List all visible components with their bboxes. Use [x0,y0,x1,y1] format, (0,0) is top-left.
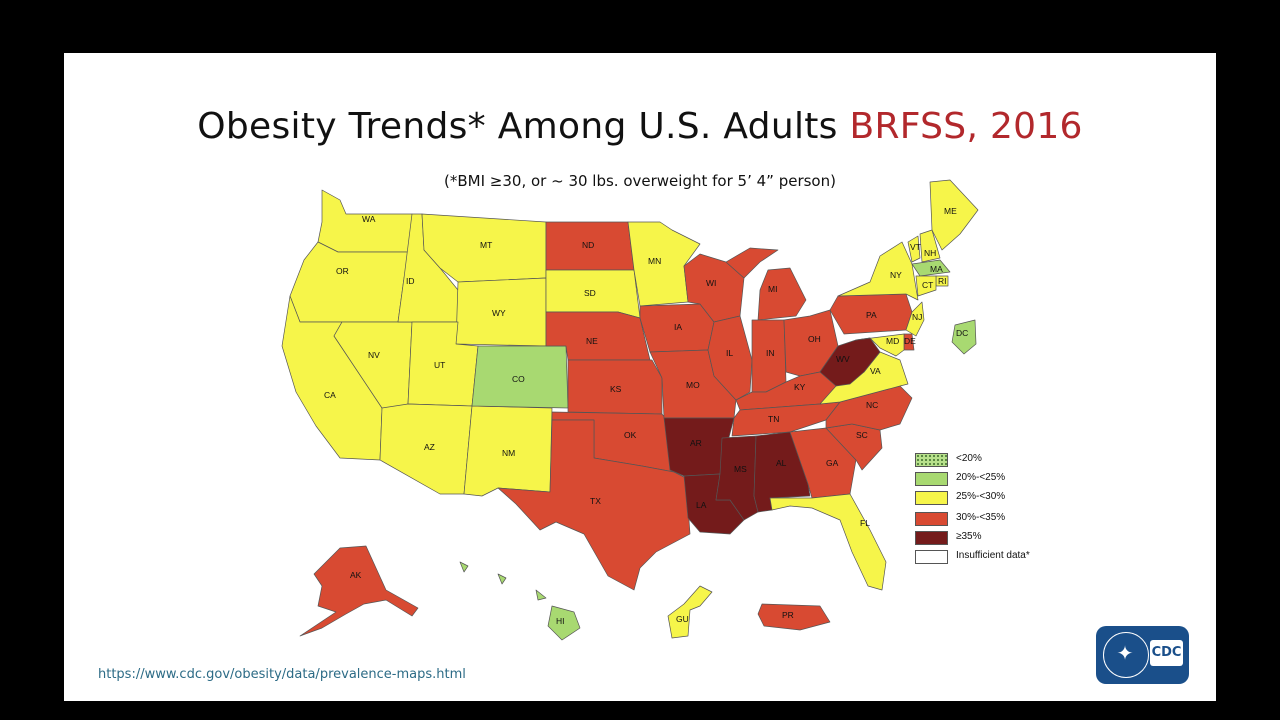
state-ME [929,179,979,251]
page-title: Obesity Trends* Among U.S. Adults BRFSS,… [0,106,1280,147]
label-NJ: NJ [912,312,922,322]
label-WI: WI [706,278,716,288]
label-VA: VA [870,366,881,376]
legend-swatch-lt20 [915,453,948,467]
label-ND: ND [582,240,594,250]
state-OR [289,241,413,323]
label-KS: KS [610,384,622,394]
state-AK [299,545,419,637]
legend-label: 25%-<30% [956,491,1006,502]
state-MI [725,247,807,321]
label-NM: NM [502,448,515,458]
cdc-logo: ✦ CDC [1096,626,1189,684]
label-KY: KY [794,382,806,392]
eagle-icon: ✦ [1116,643,1134,665]
label-WA: WA [362,214,376,224]
legend-label: <20% [956,453,982,464]
state-GU [667,585,713,639]
label-AR: AR [690,438,702,448]
label-GU: GU [676,614,689,624]
label-SC: SC [856,430,868,440]
hhs-seal [1103,632,1149,678]
label-MD: MD [886,336,899,346]
state-NH [919,229,941,263]
label-VT: VT [910,242,921,252]
label-MO: MO [686,380,700,390]
legend-swatch-insufficient [915,550,948,564]
label-TX: TX [590,496,601,506]
legend-label: 30%-<35% [956,512,1006,523]
legend-swatch-25-30 [915,491,948,505]
label-OR: OR [336,266,349,276]
state-PR [757,603,831,631]
label-FL: FL [860,518,870,528]
label-IA: IA [674,322,682,332]
label-NE: NE [586,336,598,346]
label-HI: HI [556,616,565,626]
state-NJ [905,301,925,337]
label-NC: NC [866,400,878,410]
label-MT: MT [480,240,492,250]
label-CA: CA [324,390,336,400]
label-UT: UT [434,360,445,370]
state-MD [855,333,905,357]
legend-swatch-30-35 [915,512,948,526]
legend-swatch-20-25 [915,472,948,486]
cdc-wordmark: CDC [1150,640,1183,666]
title-main: Obesity Trends* Among U.S. Adults [197,106,838,147]
label-DC: DC [956,328,968,338]
label-NH: NH [924,248,936,258]
label-MN: MN [648,256,661,266]
label-GA: GA [826,458,839,468]
label-DE: DE [904,336,916,346]
state-VT [907,235,921,263]
legend-label: ≥35% [956,531,982,542]
label-WY: WY [492,308,506,318]
label-MS: MS [734,464,747,474]
legend-label: Insufficient data* [956,550,1030,561]
label-OH: OH [808,334,821,344]
legend-swatch-ge35 [915,531,948,545]
label-TN: TN [768,414,779,424]
legend-label: 20%-<25% [956,472,1006,483]
state-NY [837,241,919,301]
label-LA: LA [696,500,707,510]
label-AK: AK [350,570,362,580]
label-AZ: AZ [424,442,435,452]
state-MA [911,259,951,277]
state-FL [769,493,887,591]
label-ID: ID [406,276,415,286]
title-accent: BRFSS, 2016 [849,106,1083,147]
label-IL: IL [726,348,733,358]
label-IN: IN [766,348,775,358]
source-url[interactable]: https://www.cdc.gov/obesity/data/prevale… [98,667,466,682]
label-CO: CO [512,374,525,384]
label-SD: SD [584,288,596,298]
label-RI: RI [938,276,947,286]
label-CT: CT [922,280,933,290]
label-NV: NV [368,350,380,360]
state-DC [951,319,977,355]
label-PR: PR [782,610,794,620]
label-ME: ME [944,206,957,216]
subtitle: (*BMI ≥30, or ~ 30 lbs. overweight for 5… [444,172,836,190]
label-PA: PA [866,310,877,320]
label-WV: WV [836,354,850,364]
state-IL [707,315,753,401]
state-KS [567,359,663,415]
state-CT [915,275,937,297]
label-MI: MI [768,284,777,294]
state-TX [497,419,691,591]
state-WV [819,337,881,387]
label-OK: OK [624,430,637,440]
state-labels: WA OR CA NV ID MT WY UT AZ NM CO ND SD N… [324,206,968,626]
label-NY: NY [890,270,902,280]
label-MA: MA [930,264,943,274]
label-AL: AL [776,458,787,468]
state-HI [459,561,581,641]
